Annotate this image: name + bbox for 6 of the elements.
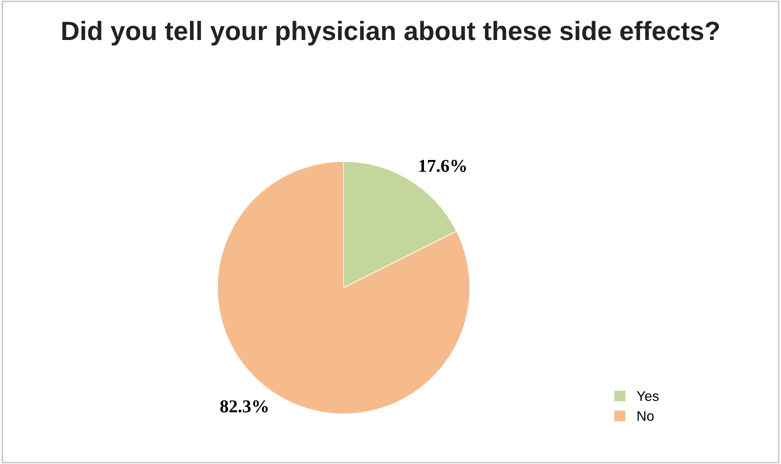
data-label: 17.6% <box>419 160 466 172</box>
chart-title: Did you tell your physician about these side effects? <box>62 20 719 46</box>
legend-label: Yes <box>636 391 659 401</box>
pie-slice <box>217 161 470 414</box>
data-label: 82.3% <box>220 400 268 413</box>
legend-label: No <box>638 411 654 421</box>
